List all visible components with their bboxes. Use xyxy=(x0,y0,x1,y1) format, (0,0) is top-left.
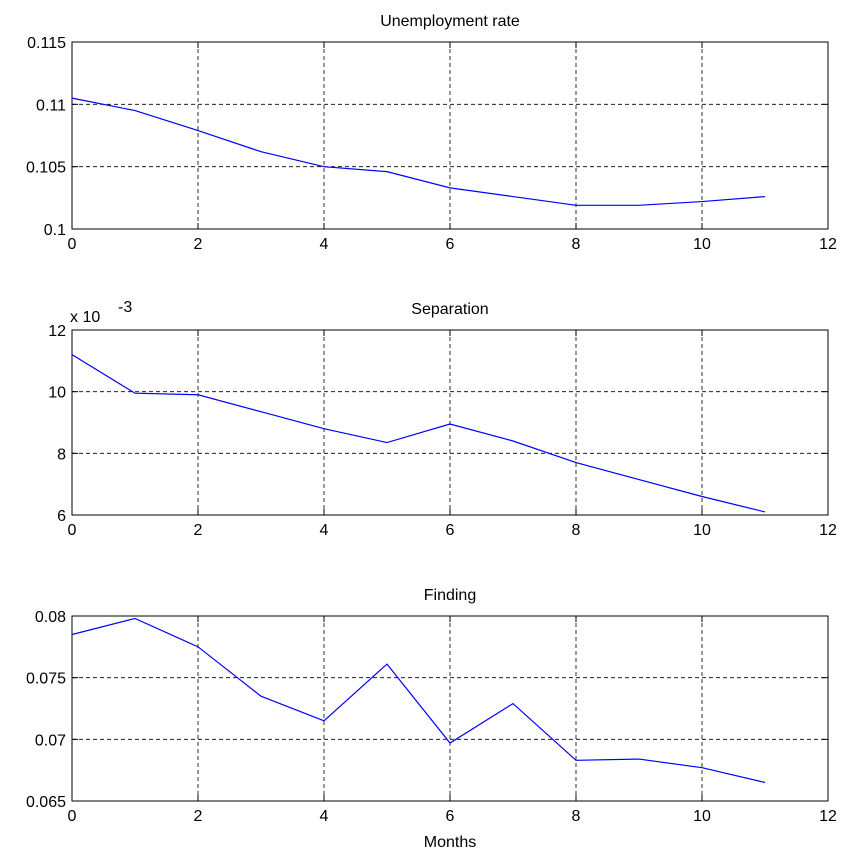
subplot-title: Unemployment rate xyxy=(380,13,520,30)
x-tick-label: 12 xyxy=(819,522,837,539)
series-line xyxy=(71,97,766,206)
x-tick-label: 2 xyxy=(194,808,203,825)
x-tick-label: 12 xyxy=(819,808,837,825)
y-tick-label: 0.105 xyxy=(26,160,66,177)
y-tick-label: 0.08 xyxy=(35,609,66,626)
y-tick-label: 0.1 xyxy=(44,222,66,239)
x-tick-label: 6 xyxy=(446,808,455,825)
x-tick-label: 0 xyxy=(68,236,77,253)
x-tick-label: 12 xyxy=(819,236,837,253)
x-tick-label: 2 xyxy=(194,236,203,253)
x-tick-label: 2 xyxy=(194,522,203,539)
x-tick-label: 8 xyxy=(572,236,581,253)
subplot-1: 0 2 4 6 8 10 12 0.1 0.105 0.11 0.115 Unemployment r… xyxy=(26,13,837,253)
x-tick-label: 6 xyxy=(446,522,455,539)
x-tick-label: 8 xyxy=(572,522,581,539)
x-tick-label: 4 xyxy=(320,522,329,539)
plot-border xyxy=(71,41,829,230)
x-tick-label: 0 xyxy=(68,522,77,539)
plot-border xyxy=(71,615,829,802)
subplot-title: Finding xyxy=(424,587,476,604)
y-tick-label: 6 xyxy=(57,508,66,525)
series-line xyxy=(71,354,766,513)
y-tick-label: 0.07 xyxy=(35,732,66,749)
y-tick-label: 0.075 xyxy=(26,671,66,688)
y-tick-label: 10 xyxy=(48,385,66,402)
y-exponent-power: -3 xyxy=(118,299,132,316)
x-tick-label: 6 xyxy=(446,236,455,253)
x-tick-label: 8 xyxy=(572,808,581,825)
x-axis-label: Months xyxy=(424,834,476,851)
x-tick-label: 0 xyxy=(68,808,77,825)
y-tick-label: 0.115 xyxy=(27,35,66,52)
series-line xyxy=(71,617,766,784)
y-tick-label: 0.065 xyxy=(26,794,66,811)
y-tick-label: 0.11 xyxy=(36,97,66,114)
y-exponent-label: x 10 xyxy=(70,309,100,326)
x-tick-label: 10 xyxy=(693,236,711,253)
subplot-3: 0 2 4 6 8 10 12 0.065 0.07 0.075 0.08 Finding Months xyxy=(26,587,837,851)
x-tick-label: 4 xyxy=(320,808,329,825)
x-tick-label: 10 xyxy=(693,808,711,825)
plot-border xyxy=(71,329,829,516)
subplots-group: 0 2 4 6 8 10 12 0.1 0.105 0.11 0.115 Unemployment r… xyxy=(26,13,837,851)
x-tick-label: 10 xyxy=(693,522,711,539)
subplot-2: 0 2 4 6 8 10 12 6 8 10 12 Separation x 10 -3 xyxy=(48,299,837,539)
x-tick-label: 4 xyxy=(320,236,329,253)
y-tick-label: 8 xyxy=(57,446,66,463)
y-tick-label: 12 xyxy=(48,323,66,340)
subplot-title: Separation xyxy=(411,301,488,318)
